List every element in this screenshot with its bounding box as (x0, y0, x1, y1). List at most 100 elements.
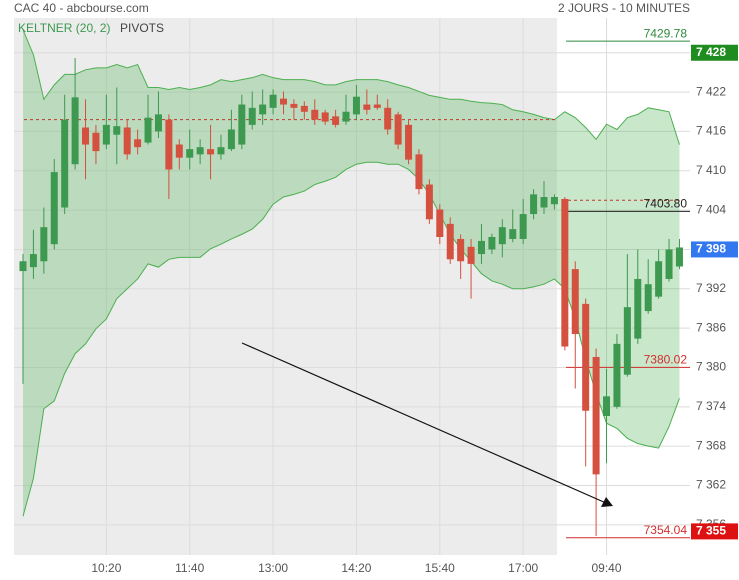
candle-body (82, 127, 90, 145)
candle-body (144, 117, 152, 143)
candle-body (280, 98, 287, 105)
candle-body (300, 105, 308, 112)
candle-body (675, 247, 683, 267)
keltner-legend: KELTNER (20, 2) (18, 21, 110, 35)
chart-subtitle: 2 JOURS - 10 MINUTES (558, 1, 690, 15)
pivot-level-label: 7380.02 (644, 353, 688, 367)
arrow-head (601, 497, 613, 507)
candle-body (50, 172, 58, 245)
candle-body (259, 104, 267, 115)
x-tick-label: 13:00 (258, 561, 288, 575)
candle-body (592, 356, 600, 475)
candle-body (92, 132, 100, 152)
y-tick-label: 7 380 (696, 360, 726, 374)
candle-body (123, 127, 131, 155)
candle-body (394, 114, 402, 145)
candle-body (175, 144, 183, 158)
y-tick-label: 7 374 (696, 399, 726, 413)
pivot-level-label: 7354.04 (644, 523, 688, 537)
candle-body (425, 184, 433, 220)
candle-body (363, 104, 371, 110)
x-tick-label: 14:20 (341, 561, 371, 575)
candle-body (332, 116, 340, 125)
previous-session-bg (14, 18, 557, 555)
candle-body (196, 147, 204, 155)
y-tick-label: 7 386 (696, 320, 726, 334)
candle-body (436, 209, 444, 237)
pivots-legend: PIVOTS (120, 21, 164, 35)
x-tick-label: 17:00 (508, 561, 538, 575)
candle-body (477, 240, 485, 255)
candle-body (19, 261, 27, 272)
candle-body (373, 104, 381, 108)
candle-body (540, 197, 548, 208)
candle-body (186, 149, 194, 158)
candle-body (623, 307, 631, 375)
price-marker-label: 7 398 (696, 242, 726, 256)
price-marker-label: 7 355 (696, 524, 726, 538)
candle-body (655, 261, 663, 297)
x-tick-label: 09:40 (592, 561, 622, 575)
y-tick-label: 7 410 (696, 163, 726, 177)
x-tick-label: 15:40 (425, 561, 455, 575)
candle-body (227, 129, 235, 150)
candle-body (321, 112, 329, 122)
candle-body (603, 396, 611, 416)
x-tick-label: 10:20 (91, 561, 121, 575)
price-marker-label: 7 428 (696, 45, 726, 59)
candle-body (342, 111, 350, 122)
candle-body (634, 278, 642, 339)
candle-body (40, 227, 48, 262)
x-tick-label: 11:40 (175, 561, 204, 575)
candle-body (488, 236, 496, 250)
candle-body (134, 139, 142, 148)
candle-body (467, 246, 475, 264)
price-marker (691, 44, 738, 61)
candle-body (217, 147, 225, 155)
y-tick-label: 7 404 (696, 202, 726, 216)
candle-body (561, 198, 569, 347)
candle-body (498, 227, 506, 245)
candle-body (154, 114, 162, 132)
candle-body (113, 126, 121, 135)
candle-body (550, 197, 558, 205)
price-marker (691, 523, 738, 540)
candle-body (248, 107, 256, 125)
candle-body (457, 238, 465, 262)
candle-body (446, 223, 454, 260)
y-tick-label: 7 416 (696, 124, 726, 138)
candle-body (29, 254, 37, 268)
candle-body (582, 303, 590, 411)
chart-title: CAC 40 - abcbourse.com (14, 1, 149, 15)
candle-body (311, 109, 319, 120)
candle-body (238, 104, 246, 145)
annotation-arrow (241, 342, 607, 504)
candle-body (644, 284, 652, 312)
keltner-upper (22, 29, 680, 145)
keltner-lower (22, 161, 680, 517)
y-tick-label: 7 368 (696, 438, 726, 452)
y-tick-label: 7 392 (696, 281, 726, 295)
candle-body (290, 103, 298, 108)
pivot-level-label: 7403.80 (644, 197, 688, 211)
candle-body (207, 149, 215, 155)
candle-body (519, 214, 527, 239)
price-marker (691, 241, 738, 258)
candle-body (165, 119, 173, 170)
candle-body (530, 194, 538, 215)
candle-body (405, 124, 413, 160)
candle-body (352, 96, 360, 115)
candle-body (571, 269, 579, 335)
candle-body (269, 94, 277, 108)
candle-body (102, 124, 110, 145)
candle-body (61, 119, 69, 208)
candle-body (415, 154, 423, 190)
candle-body (384, 107, 392, 130)
candle-body (509, 229, 517, 239)
pivot-level-label: 7429.78 (644, 26, 688, 40)
y-tick-label: 7 422 (696, 84, 726, 98)
candle-body (71, 97, 79, 165)
candle-body (613, 343, 621, 407)
